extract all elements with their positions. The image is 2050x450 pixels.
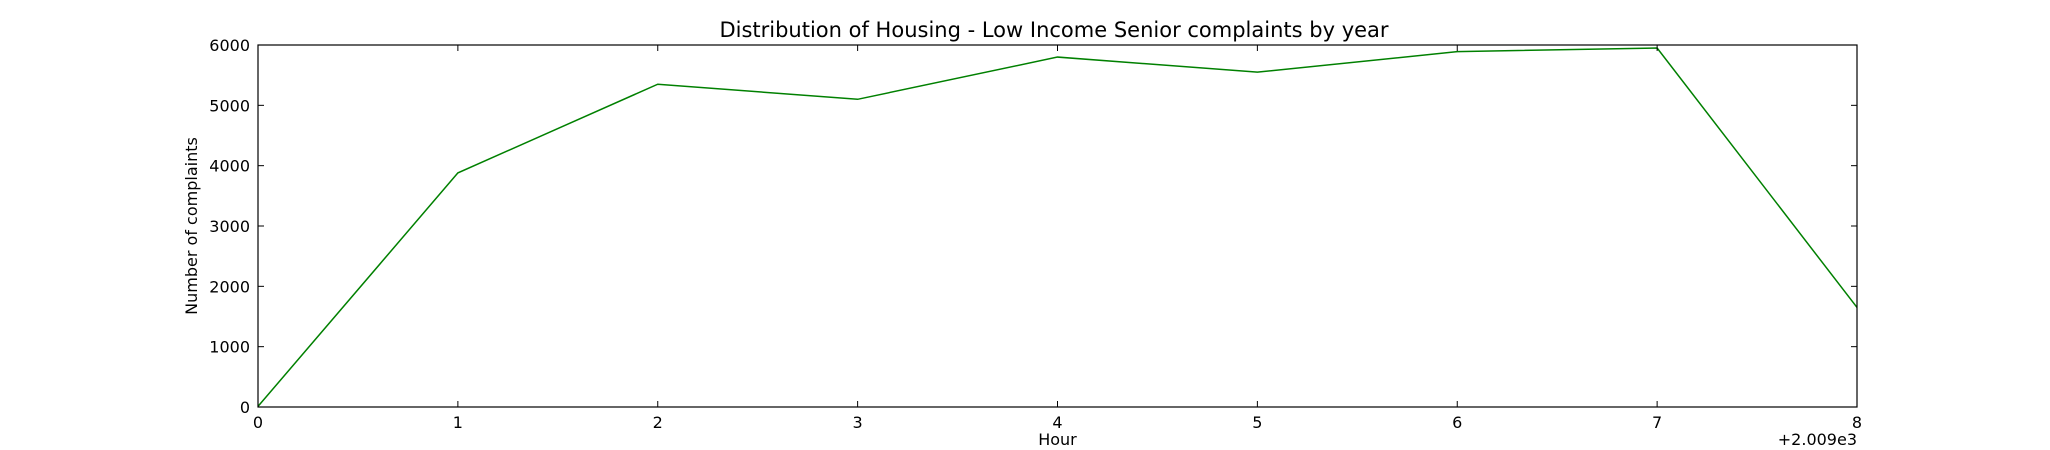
plot-area bbox=[257, 47, 1858, 407]
x-axis-label: Hour bbox=[1038, 430, 1077, 449]
y-axis-label: Number of complaints bbox=[182, 137, 201, 315]
y-tick-label: 5000 bbox=[209, 96, 250, 115]
x-tick-label: 5 bbox=[1252, 413, 1262, 432]
y-tick-label: 3000 bbox=[209, 217, 250, 236]
x-axis-offset-label: +2.009e3 bbox=[1778, 430, 1857, 449]
x-tick-label: 4 bbox=[1052, 413, 1062, 432]
y-tick-label: 1000 bbox=[209, 338, 250, 357]
axis-ticks: 0 1 2 3 4 5 6 7 8 0 1000 2000 3000 4000 5000 6000 bbox=[209, 36, 1862, 432]
x-tick-label: 2 bbox=[653, 413, 663, 432]
y-tick-label: 6000 bbox=[209, 36, 250, 55]
x-tick-label: 7 bbox=[1652, 413, 1662, 432]
chart-title: Distribution of Housing - Low Income Sen… bbox=[719, 18, 1388, 42]
x-tick-label: 0 bbox=[253, 413, 263, 432]
y-tick-label: 4000 bbox=[209, 157, 250, 176]
y-tick-label: 2000 bbox=[209, 277, 250, 296]
x-tick-label: 3 bbox=[853, 413, 863, 432]
y-tick-label: 0 bbox=[240, 398, 250, 417]
series-line bbox=[257, 47, 1858, 407]
plot-frame bbox=[257, 44, 1858, 408]
x-tick-label: 6 bbox=[1452, 413, 1462, 432]
x-tick-label: 8 bbox=[1852, 413, 1862, 432]
x-tick-label: 1 bbox=[453, 413, 463, 432]
